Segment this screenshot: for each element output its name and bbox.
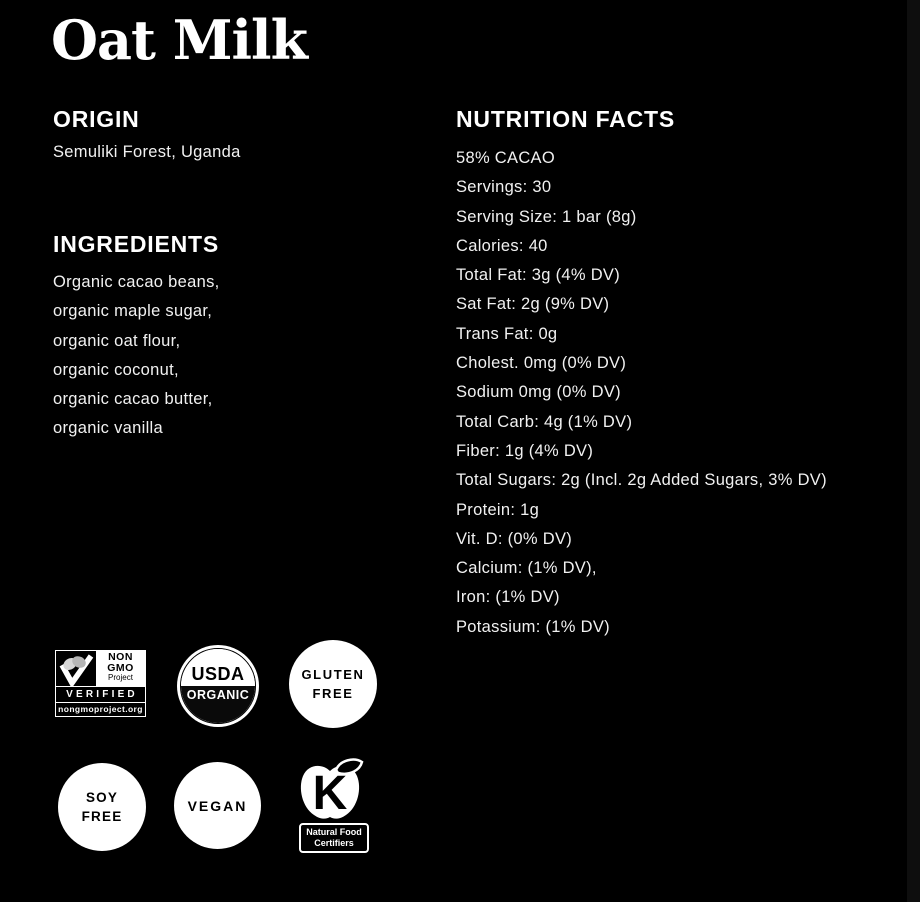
kosher-cert-line2: Certifiers xyxy=(314,837,354,848)
gluten-free-line2: FREE xyxy=(312,686,354,701)
vegan-badge: VEGAN xyxy=(174,762,261,849)
ingredient-line: organic maple sugar, xyxy=(53,302,213,321)
kosher-apple-icon: K xyxy=(296,757,374,832)
non-gmo-word3: Project xyxy=(108,673,133,682)
nutrition-line: Cholest. 0mg (0% DV) xyxy=(456,354,627,373)
origin-location: Semuliki Forest, Uganda xyxy=(53,143,241,161)
ingredients-section: INGREDIENTS Organic cacao beans, organic… xyxy=(53,231,220,444)
butterfly-icon xyxy=(56,651,96,686)
usda-text: USDA xyxy=(181,649,255,686)
ingredient-line: organic coconut, xyxy=(53,360,179,379)
nutrition-line: Total Carb: 4g (1% DV) xyxy=(456,412,633,431)
non-gmo-word1: NON xyxy=(108,651,133,663)
non-gmo-wordmark: NON GMO Project xyxy=(96,651,145,686)
ingredients-list: Organic cacao beans, organic maple sugar… xyxy=(53,268,220,444)
nutrition-line: Sat Fat: 2g (9% DV) xyxy=(456,295,610,314)
nutrition-line: Total Sugars: 2g (Incl. 2g Added Sugars,… xyxy=(456,471,827,490)
gluten-free-line1: GLUTEN xyxy=(301,667,365,682)
nutrition-line: Sodium 0mg (0% DV) xyxy=(456,383,621,402)
non-gmo-url: nongmoproject.org xyxy=(58,704,143,714)
nutrition-line: Fiber: 1g (4% DV) xyxy=(456,441,594,460)
non-gmo-verified-text: VERIFIED xyxy=(56,686,145,703)
nutrition-line: Calcium: (1% DV), xyxy=(456,559,597,578)
nutrition-line: Iron: (1% DV) xyxy=(456,588,560,607)
non-gmo-top: NON GMO Project xyxy=(56,651,145,686)
ingredient-line: organic cacao butter, xyxy=(53,390,213,409)
soy-free-line1: SOY xyxy=(85,790,119,805)
usda-organic-seal: USDA ORGANIC xyxy=(180,648,256,724)
soy-free-line2: FREE xyxy=(81,809,123,824)
ingredient-line: Organic cacao beans, xyxy=(53,273,220,291)
ingredient-line: organic oat flour, xyxy=(53,331,181,350)
kosher-badge: K Natural Food Certifiers xyxy=(296,757,374,853)
ingredient-line: organic vanilla xyxy=(53,419,163,438)
nutrition-line: Serving Size: 1 bar (8g) xyxy=(456,207,637,226)
nutrition-line: Potassium: (1% DV) xyxy=(456,617,610,636)
nutrition-line: Calories: 40 xyxy=(456,236,548,255)
usda-organic-badge: USDA ORGANIC xyxy=(177,645,259,727)
nutrition-line: 58% CACAO xyxy=(456,149,555,167)
kosher-cert-line1: Natural Food xyxy=(306,827,362,837)
nutrition-line: Total Fat: 3g (4% DV) xyxy=(456,266,621,285)
usda-organic-text: ORGANIC xyxy=(181,685,255,723)
nutrition-line: Trans Fat: 0g xyxy=(456,324,558,343)
kosher-certifier-box: Natural Food Certifiers xyxy=(299,823,369,853)
ingredients-heading: INGREDIENTS xyxy=(53,231,219,257)
svg-text:K: K xyxy=(313,767,348,820)
nutrition-line: Vit. D: (0% DV) xyxy=(456,529,573,548)
nutrition-section: NUTRITION FACTS 58% CACAO Servings: 30 S… xyxy=(456,106,896,642)
origin-heading: ORIGIN xyxy=(53,106,140,132)
gluten-free-badge: GLUTEN FREE xyxy=(289,640,377,728)
non-gmo-word2: GMO xyxy=(107,661,134,674)
nutrition-list: 58% CACAO Servings: 30 Serving Size: 1 b… xyxy=(456,144,896,642)
nutrition-heading: NUTRITION FACTS xyxy=(456,106,675,132)
page-title: Oat Milk xyxy=(51,8,308,72)
nutrition-line: Protein: 1g xyxy=(456,500,540,519)
origin-section: ORIGIN Semuliki Forest, Uganda xyxy=(53,106,241,162)
non-gmo-verified-badge: NON GMO Project VERIFIED nongmoproject.o… xyxy=(55,650,146,717)
nutrition-line: Servings: 30 xyxy=(456,178,552,197)
label-edge xyxy=(904,0,920,902)
soy-free-badge: SOY FREE xyxy=(58,763,146,851)
vegan-label: VEGAN xyxy=(187,797,248,814)
